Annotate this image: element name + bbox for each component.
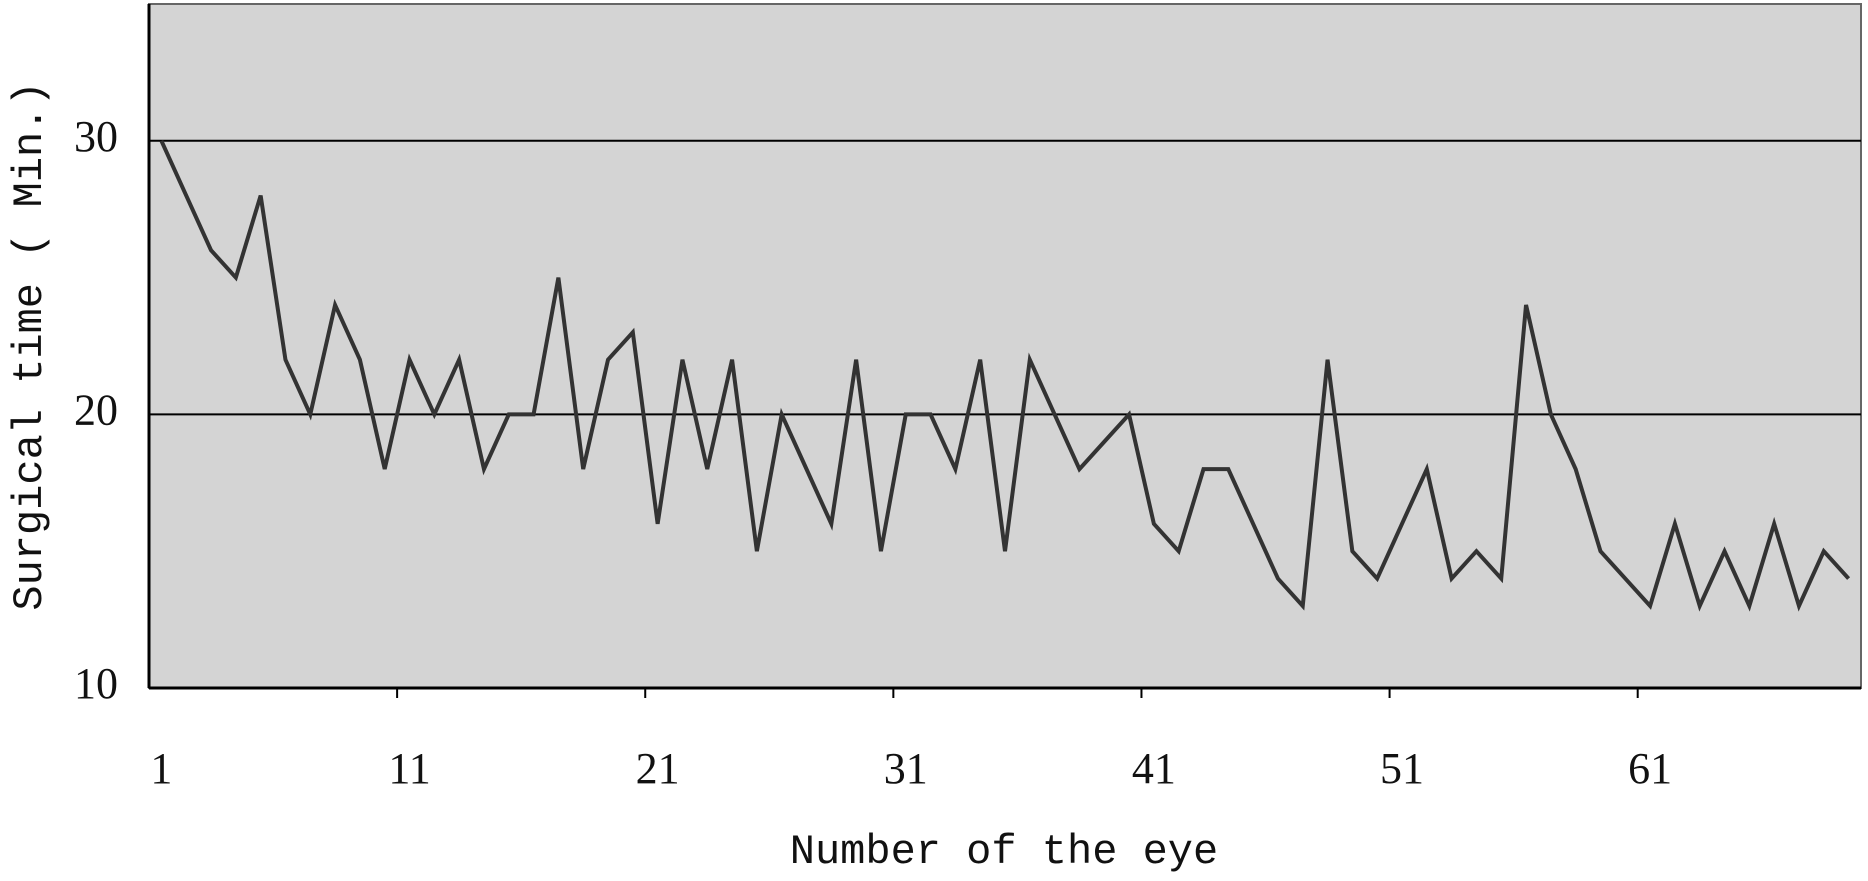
plot-area: [148, 3, 1862, 689]
x-tick-label: 61: [1628, 744, 1672, 793]
x-tick-label: 21: [636, 744, 680, 793]
x-tick-label: 51: [1380, 744, 1424, 793]
x-tick-label: 11: [388, 744, 430, 793]
x-tick-label: 1: [150, 744, 172, 793]
x-tick-label: 41: [1132, 744, 1176, 793]
y-tick-label: 30: [74, 112, 118, 161]
y-tick-label: 20: [74, 385, 118, 434]
data-line: [159, 139, 1851, 612]
x-axis-title: Number of the eye: [790, 828, 1218, 876]
y-tick-label: 10: [74, 659, 118, 708]
y-axis-title: Surgical time ( Min.): [6, 81, 54, 610]
x-tick-label: 31: [884, 744, 928, 793]
